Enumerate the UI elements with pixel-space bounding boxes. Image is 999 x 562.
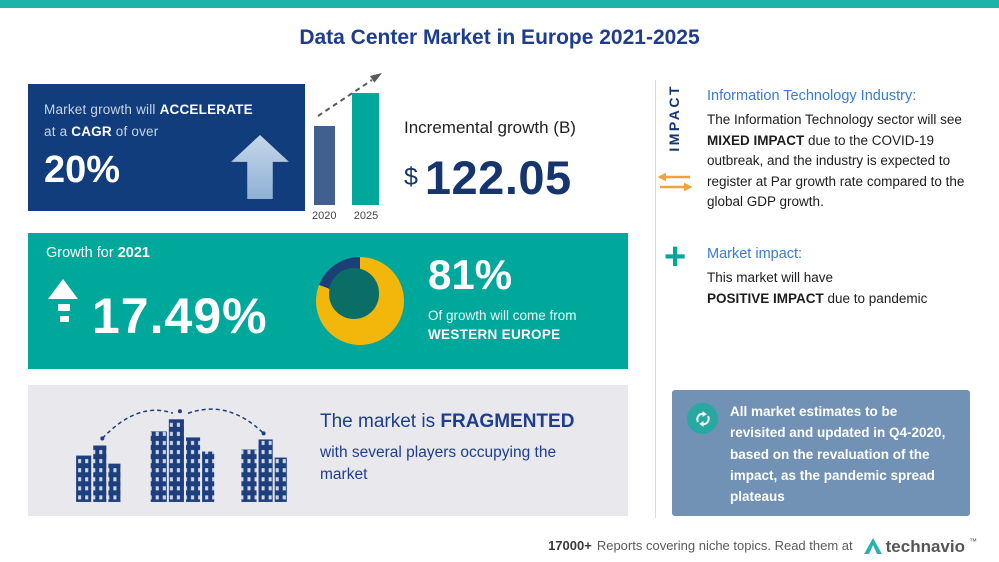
- it-para-post: due to the COVID-19 outbreak, and the in…: [707, 132, 965, 210]
- market-impact-heading: Market impact:: [707, 246, 803, 262]
- it-industry-heading: Information Technology Industry:: [707, 88, 917, 104]
- share-value: 81%: [428, 251, 513, 298]
- technavio-logo[interactable]: technavio ™: [863, 536, 977, 556]
- impact-vertical-label: IMPACT: [666, 84, 682, 152]
- market-impact-post: due to pandemic: [823, 290, 928, 306]
- cagr-line2-bold: CAGR: [71, 124, 112, 139]
- swap-arrows-icon: [657, 172, 693, 192]
- bar-label-2025: 2025: [353, 210, 379, 222]
- bar-group-2025: 2025: [352, 93, 380, 222]
- it-para-pre: The Information Technology sector will s…: [707, 112, 962, 127]
- city-buildings-illustration: [76, 408, 287, 502]
- growth-label-year: 2021: [117, 245, 150, 261]
- report-count: 17000+: [548, 538, 592, 553]
- estimates-note-box: All market estimates to be revisited and…: [672, 390, 970, 516]
- cagr-line1-bold: ACCELERATE: [159, 102, 253, 117]
- cagr-value: 20%: [44, 149, 121, 191]
- cagr-line1: Market growth will ACCELERATE: [44, 102, 289, 117]
- market-impact-bold: POSITIVE IMPACT: [707, 290, 824, 306]
- market-impact-line2: POSITIVE IMPACT due to pandemic: [707, 289, 957, 310]
- estimates-note-text: All market estimates to be revisited and…: [730, 404, 946, 505]
- growth-2021-value: 17.49%: [92, 288, 268, 344]
- incremental-growth-label: Incremental growth (B): [404, 118, 576, 137]
- cagr-line1-pre: Market growth will: [44, 102, 160, 117]
- plus-icon: +: [664, 236, 687, 278]
- cagr-box: Market growth will ACCELERATE at a CAGR …: [28, 84, 305, 211]
- footer-text: Reports covering niche topics. Read them…: [596, 538, 853, 553]
- up-arrow-dotted-icon: [48, 279, 80, 322]
- donut-center: [329, 268, 380, 319]
- trademark-symbol: ™: [969, 537, 977, 546]
- it-para-bold: MIXED IMPACT: [707, 132, 805, 148]
- bar-label-2020: 2020: [312, 210, 337, 222]
- cagr-line2: at a CAGR of over: [44, 124, 289, 139]
- fragmented-pre: The market is: [320, 411, 441, 432]
- it-industry-paragraph: The Information Technology sector will s…: [707, 110, 975, 213]
- dashed-growth-arrow-icon: [317, 73, 382, 117]
- refresh-icon: [695, 410, 710, 427]
- growth-2021-box: Growth for 2021 17.49% 81% Of growth wil…: [28, 233, 628, 369]
- incremental-growth-block: Incremental growth (B) $ 122.05: [404, 118, 576, 205]
- incremental-number: 122.05: [424, 151, 572, 204]
- fragmented-line1: The market is FRAGMENTED: [320, 411, 575, 433]
- fragmented-bold: FRAGMENTED: [440, 411, 575, 432]
- refresh-badge: [687, 403, 718, 434]
- page-title: Data Center Market in Europe 2021-2025: [299, 26, 700, 49]
- bar-2025: [352, 93, 380, 205]
- bar-group: 2020 2025: [312, 93, 380, 222]
- market-impact-paragraph: This market will have POSITIVE IMPACT du…: [707, 268, 957, 309]
- cagr-line2-post: of over: [111, 124, 159, 139]
- bar-2020: [313, 126, 335, 205]
- incremental-growth-amount: $ 122.05: [404, 150, 576, 205]
- growth-year-label: Growth for 2021: [46, 245, 150, 261]
- technavio-wordmark: technavio: [885, 536, 965, 556]
- fragmented-rest: with several players occupying the marke…: [320, 444, 557, 483]
- column-divider: [655, 80, 656, 518]
- share-line2: WESTERN EUROPE: [428, 327, 561, 342]
- fragmented-box: The market is FRAGMENTED with several pl…: [28, 385, 628, 516]
- bar-group-2020: 2020: [312, 126, 336, 222]
- footer: 17000+ Reports covering niche topics. Re…: [548, 536, 977, 556]
- incremental-growth-chart: 2020 2025: [310, 73, 402, 222]
- growth-label-pre: Growth for: [46, 245, 118, 261]
- fragmented-text: The market is FRAGMENTED with several pl…: [320, 411, 575, 485]
- top-accent-bar: [0, 0, 999, 8]
- cagr-line2-pre: at a: [44, 124, 72, 139]
- growth-share-text: 81% Of growth will come from WESTERN EUR…: [428, 251, 577, 342]
- currency-symbol: $: [404, 163, 418, 191]
- technavio-logo-icon: [863, 538, 882, 554]
- growth-share-donut: [316, 257, 404, 345]
- market-impact-line1: This market will have: [707, 270, 834, 285]
- share-line1: Of growth will come from: [428, 308, 577, 323]
